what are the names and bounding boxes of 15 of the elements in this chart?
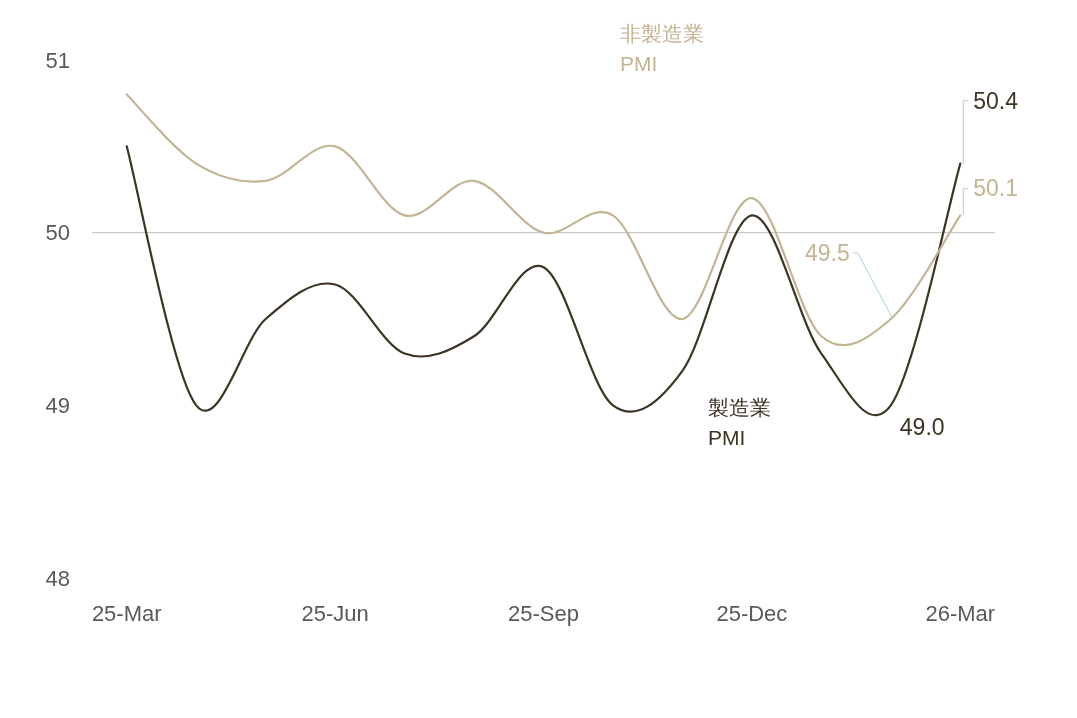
x-tick-label: 25-Dec bbox=[716, 600, 788, 626]
x-tick-label: 25-Mar bbox=[91, 600, 162, 626]
x-tick-label: 25-Jun bbox=[301, 600, 369, 626]
x-tick-label: 26-Mar bbox=[925, 600, 996, 626]
text: 非製造業 PMI bbox=[620, 21, 704, 75]
data-label: 50.4 bbox=[973, 87, 1019, 114]
y-tick-label: 50 bbox=[45, 220, 70, 246]
data-label: 49.0 bbox=[899, 414, 945, 441]
series-label: 製造業 PMI bbox=[708, 395, 771, 449]
y-tick-label: 51 bbox=[45, 47, 70, 73]
x-tick-label: 25-Sep bbox=[508, 600, 579, 626]
data-label: 50.1 bbox=[973, 175, 1019, 202]
y-tick-label: 48 bbox=[45, 565, 70, 591]
y-tick-label: 49 bbox=[45, 392, 70, 418]
data-label: 49.5 bbox=[805, 240, 850, 266]
